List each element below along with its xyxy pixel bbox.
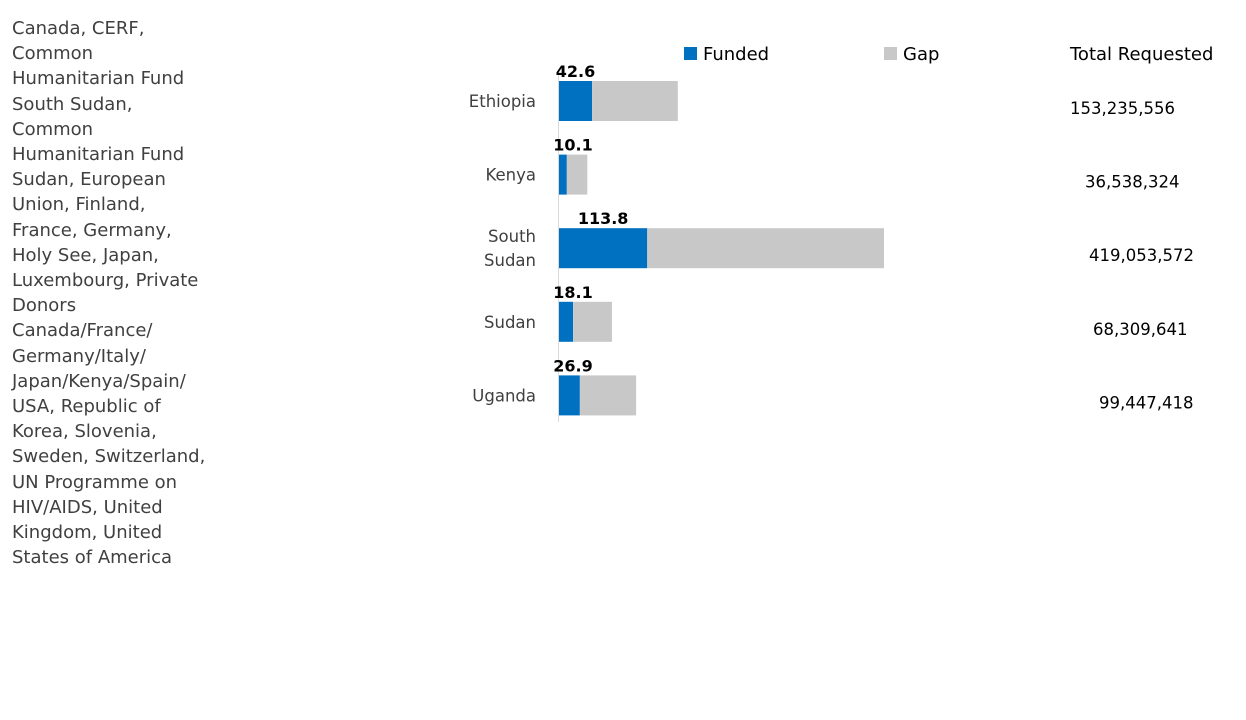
legend: Funded Gap Total Requested xyxy=(684,44,1213,65)
donors-text-line: Sudan, European xyxy=(12,169,166,191)
bar-gap xyxy=(647,228,884,269)
category-label: Sudan xyxy=(484,313,536,332)
legend-label-gap: Gap xyxy=(903,44,939,65)
donors-text-line: Sweden, Switzerland, xyxy=(12,446,206,468)
category-label: Kenya xyxy=(486,166,536,185)
bar-funded xyxy=(559,301,574,342)
total-requested-value: 419,053,572 xyxy=(1089,246,1194,265)
donors-text-line: USA, Republic of xyxy=(12,396,161,418)
bar-gap xyxy=(592,81,678,121)
donors-text-line: Common xyxy=(12,118,94,140)
donors-text-line: Canada, CERF, xyxy=(12,18,145,39)
data-label: 10.1 xyxy=(553,136,592,155)
donors-text-line: Kingdom, United xyxy=(12,522,163,544)
data-label: 113.8 xyxy=(578,209,629,228)
total-requested-header: Total Requested xyxy=(1069,44,1213,65)
total-requested-value: 99,447,418 xyxy=(1099,393,1193,412)
bar-funded xyxy=(559,375,580,416)
bar-funded xyxy=(559,154,567,195)
category-label: South Sudan xyxy=(484,227,536,270)
bars-group: Ethiopia 42.6 153,235,556 Kenya 10.1 36,538,3… xyxy=(469,62,1194,416)
data-label: 18.1 xyxy=(553,283,592,302)
donors-text-line: Humanitarian Fund xyxy=(12,68,185,90)
data-label: 42.6 xyxy=(556,62,595,81)
bar-funded xyxy=(559,228,648,269)
legend-label-funded: Funded xyxy=(703,44,769,65)
donors-text-line: Union, Finland, xyxy=(12,194,146,216)
data-label: 26.9 xyxy=(553,356,592,375)
legend-swatch-gap xyxy=(884,47,897,60)
bar-gap xyxy=(566,154,588,195)
donors-text-line: States of America xyxy=(12,547,173,569)
category-label: Uganda xyxy=(472,386,536,405)
total-requested-value: 36,538,324 xyxy=(1085,173,1179,192)
donors-text-line: Germany/Italy/ xyxy=(12,345,146,367)
donors-text-line: UN Programme on xyxy=(12,471,178,493)
bar-gap xyxy=(573,301,612,342)
total-requested-value: 153,235,556 xyxy=(1070,99,1175,118)
donors-text-line: Holy See, Japan, xyxy=(12,244,159,266)
donors-text-line: Japan/Kenya/Spain/ xyxy=(12,370,186,392)
donors-text-line: South Sudan, xyxy=(12,93,133,115)
total-requested-value: 68,309,641 xyxy=(1093,320,1187,339)
donors-text-line: Canada/France/ xyxy=(12,320,153,342)
donors-text-line: Common xyxy=(12,43,94,65)
donors-text: Canada, CERF, Common Humanitarian Fund Sout… xyxy=(12,16,252,570)
donors-text-line: Luxembourg, Private xyxy=(12,270,199,292)
bar-gap xyxy=(579,375,637,416)
donors-text-line: Donors xyxy=(12,295,77,317)
legend-swatch-funded xyxy=(684,47,697,60)
bar-funded xyxy=(559,81,593,121)
category-label: Ethiopia xyxy=(469,92,536,111)
donors-text-line: Humanitarian Fund xyxy=(12,144,185,166)
donors-text-line: HIV/AIDS, United xyxy=(12,496,163,518)
donors-text-line: France, Germany, xyxy=(12,219,172,241)
donors-text-line: Korea, Slovenia, xyxy=(12,421,157,443)
